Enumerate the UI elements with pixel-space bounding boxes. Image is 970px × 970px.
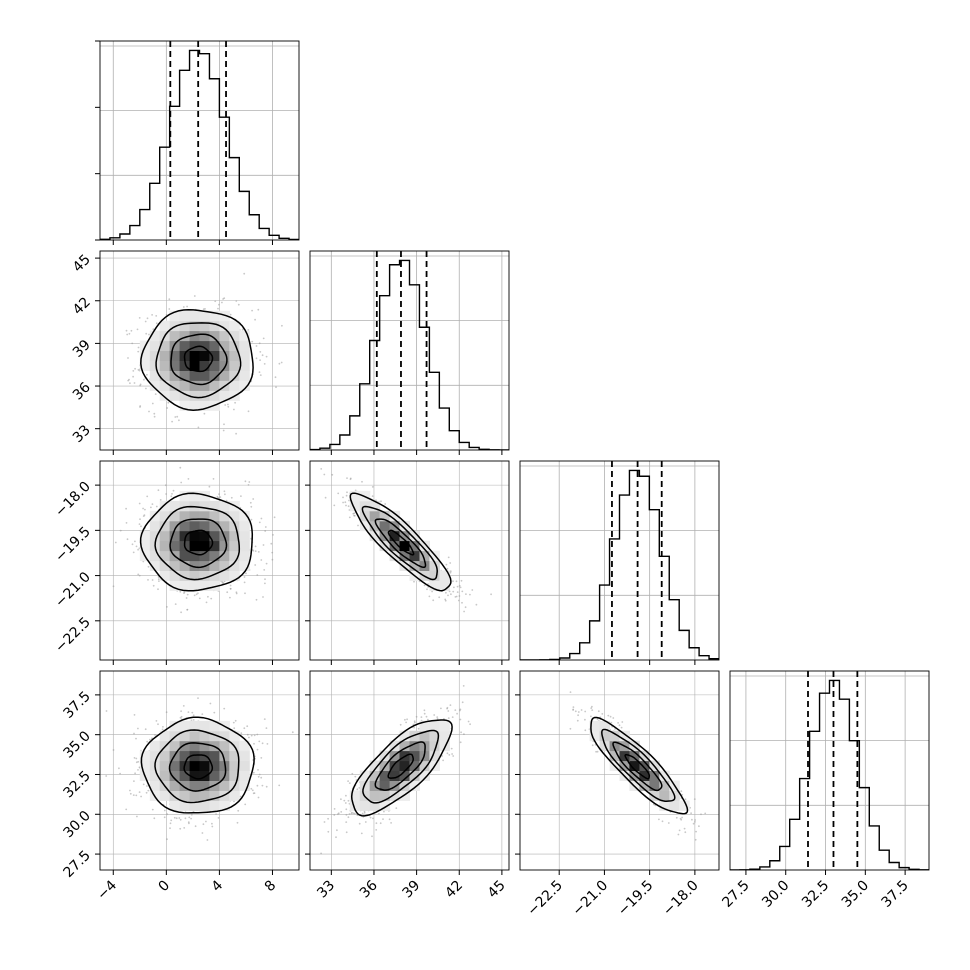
x-tick-label-0-0: −4 (94, 877, 120, 903)
histogram-3 (730, 679, 929, 870)
x-tick-label-0-2: 4 (209, 877, 227, 895)
x-tick-label-1-4: 45 (485, 878, 509, 902)
contour-3-1-0 (387, 753, 414, 779)
contour-1-0-3 (140, 309, 254, 411)
y-tick-label-1-1: 36 (70, 379, 94, 403)
panel-frame (309, 250, 510, 451)
histogram-1 (310, 259, 509, 450)
y-tick-label-1-3: 42 (70, 294, 94, 318)
panel-frame (519, 460, 720, 661)
contour-2-1-2 (361, 505, 438, 581)
histogram-2 (520, 469, 719, 660)
x-tick-label-2-1: −21.0 (570, 878, 612, 920)
contour-3-1-3 (350, 719, 453, 817)
contour-2-0-3 (139, 492, 254, 592)
y-tick-label-1-4: 45 (70, 252, 94, 276)
panel-frame (99, 40, 300, 241)
panel-2-1 (305, 460, 510, 665)
x-tick-label-1-0: 33 (314, 878, 338, 902)
panel-frame (99, 670, 300, 871)
contour-3-2-0 (624, 753, 651, 780)
y-tick-label-2-0: −22.5 (52, 614, 94, 656)
contour-2-1-1 (374, 518, 427, 569)
panel-3-2: −22.5 −21.0 −19.5 −18.0 (515, 670, 720, 920)
y-tick-label-2-1: −21.0 (52, 569, 94, 611)
y-tick-label-3-3: 35.0 (60, 728, 93, 761)
x-tick-label-3-0: 27.5 (719, 878, 752, 911)
contour-3-0-2 (154, 729, 240, 804)
contour-1-0-2 (155, 322, 242, 399)
panel-frame (99, 460, 300, 661)
y-tick-label-2-2: −19.5 (52, 524, 94, 566)
contour-1-0-0 (183, 345, 214, 373)
y-tick-label-1-2: 39 (70, 337, 94, 361)
histogram-0 (100, 49, 299, 240)
y-tick-label-3-1: 30.0 (60, 808, 93, 841)
x-tick-label-1-3: 42 (442, 878, 466, 902)
panel-3-0: −4 0 4 8 27.5 30.0 32.5 35.0 37.5 (60, 670, 300, 903)
x-tick-label-3-3: 35.0 (839, 878, 872, 911)
panel-frame (309, 670, 510, 871)
y-tick-label-3-0: 27.5 (60, 848, 93, 881)
panel-frame (519, 670, 720, 871)
x-tick-label-3-4: 37.5 (879, 878, 912, 911)
panel-frame (99, 250, 300, 451)
contour-3-2-1 (612, 741, 663, 792)
panel-1-1 (309, 250, 510, 455)
panel-1-0: 33 36 39 42 45 (70, 250, 300, 455)
contour-1-0-1 (170, 333, 228, 386)
contour-3-1-1 (374, 741, 426, 791)
contour-2-1-0 (387, 529, 415, 556)
panel-3-3: 27.5 30.0 32.5 35.0 37.5 (719, 670, 930, 911)
x-tick-label-0-1: 0 (156, 878, 174, 896)
panel-2-0: −22.5−21.0−19.5−18.0 (52, 460, 300, 665)
panel-3-1: 33 36 39 42 45 (305, 670, 510, 902)
contour-3-1-2 (362, 729, 440, 804)
x-tick-label-1-1: 36 (357, 877, 381, 901)
contour-2-0-0 (183, 529, 214, 556)
y-tick-label-2-3: −18.0 (52, 479, 94, 521)
x-tick-label-0-3: 8 (262, 878, 280, 896)
x-tick-label-3-2: 32.5 (799, 878, 832, 911)
x-tick-label-1-2: 39 (400, 878, 424, 902)
contour-3-2-2 (601, 728, 676, 802)
panel-frame (729, 670, 930, 871)
y-tick-label-3-4: 37.5 (60, 688, 93, 721)
contour-3-0-0 (183, 754, 214, 780)
x-tick-label-3-1: 30.0 (759, 878, 792, 911)
contour-2-0-2 (154, 505, 241, 581)
x-tick-label-2-2: −19.5 (615, 878, 657, 920)
x-tick-label-2-0: −22.5 (524, 878, 566, 920)
panel-frame (309, 460, 510, 661)
contour-2-0-1 (169, 518, 228, 569)
panel-0-0 (95, 40, 300, 245)
density-cells-1-0 (139, 310, 250, 411)
contour-3-0-1 (168, 742, 227, 792)
x-tick-label-2-3: −18.0 (660, 878, 702, 920)
contour-3-2-3 (590, 716, 689, 815)
panel-2-2 (519, 460, 720, 665)
contour-3-0-3 (140, 716, 255, 814)
y-tick-label-3-2: 32.5 (60, 768, 93, 801)
y-tick-label-1-0: 33 (70, 422, 94, 446)
contour-2-1-3 (349, 492, 452, 592)
